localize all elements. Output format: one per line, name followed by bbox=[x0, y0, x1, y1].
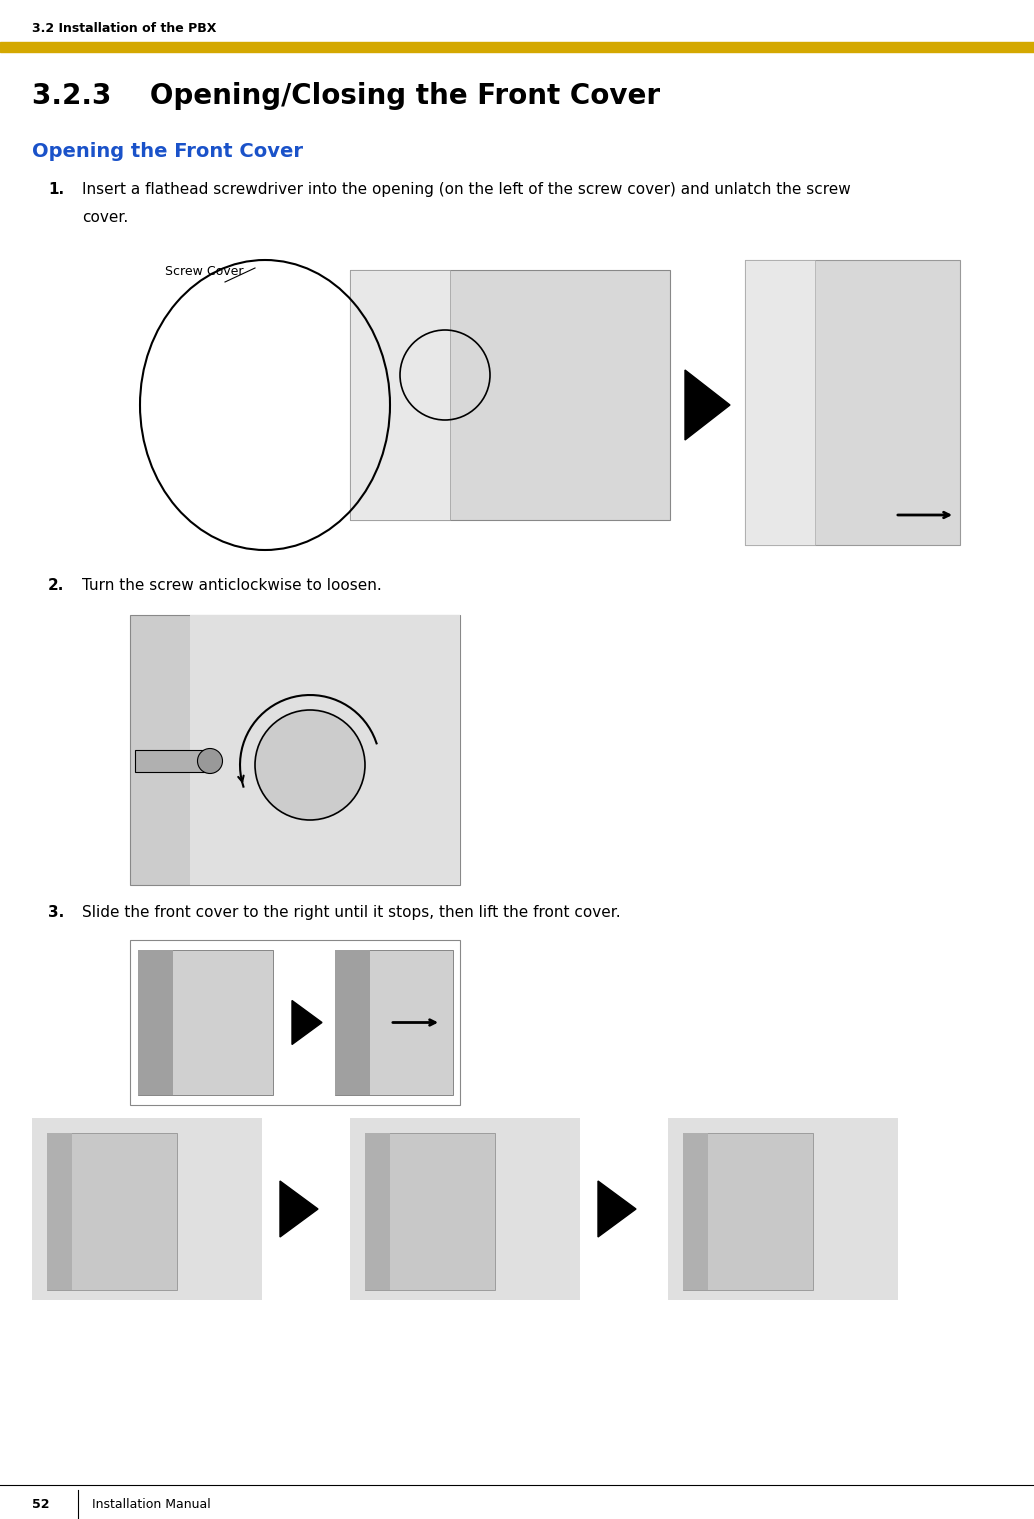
Bar bbox=[365, 1133, 495, 1290]
Text: Installation Manual: Installation Manual bbox=[92, 1499, 211, 1511]
Bar bbox=[335, 949, 453, 1095]
Ellipse shape bbox=[197, 749, 222, 773]
Bar bbox=[135, 750, 210, 772]
Text: Screw Cover: Screw Cover bbox=[165, 264, 243, 278]
Bar bbox=[0, 43, 1034, 52]
Polygon shape bbox=[292, 1001, 322, 1045]
Bar bbox=[32, 1118, 262, 1300]
Bar bbox=[668, 1118, 898, 1300]
Bar bbox=[130, 615, 460, 886]
Bar bbox=[349, 1118, 580, 1300]
Bar bbox=[130, 940, 460, 1104]
Bar bbox=[47, 1133, 72, 1290]
Text: Opening the Front Cover: Opening the Front Cover bbox=[32, 141, 303, 161]
Polygon shape bbox=[598, 1180, 636, 1236]
Bar bbox=[130, 245, 980, 554]
Text: Slide the front cover to the right until it stops, then lift the front cover.: Slide the front cover to the right until… bbox=[82, 905, 620, 921]
Text: 2.: 2. bbox=[48, 579, 64, 592]
Bar bbox=[349, 270, 450, 519]
Text: 3.2.3    Opening/Closing the Front Cover: 3.2.3 Opening/Closing the Front Cover bbox=[32, 82, 660, 109]
Bar bbox=[746, 260, 960, 545]
Text: 3.2 Installation of the PBX: 3.2 Installation of the PBX bbox=[32, 21, 216, 35]
Bar bbox=[138, 949, 173, 1095]
Bar bbox=[335, 949, 370, 1095]
Text: 3.: 3. bbox=[48, 905, 64, 921]
Bar bbox=[47, 1133, 177, 1290]
Bar bbox=[130, 615, 460, 886]
Text: cover.: cover. bbox=[82, 210, 128, 225]
Ellipse shape bbox=[255, 709, 365, 820]
Text: Insert a flathead screwdriver into the opening (on the left of the screw cover) : Insert a flathead screwdriver into the o… bbox=[82, 182, 851, 197]
Bar bbox=[683, 1133, 708, 1290]
Bar bbox=[190, 615, 460, 886]
Text: 52: 52 bbox=[32, 1499, 50, 1511]
Polygon shape bbox=[685, 371, 730, 441]
Text: Turn the screw anticlockwise to loosen.: Turn the screw anticlockwise to loosen. bbox=[82, 579, 382, 592]
Text: 1.: 1. bbox=[48, 182, 64, 197]
Bar bbox=[365, 1133, 390, 1290]
Bar bbox=[683, 1133, 813, 1290]
Polygon shape bbox=[280, 1180, 318, 1236]
Bar bbox=[349, 270, 670, 519]
Bar bbox=[746, 260, 815, 545]
Bar bbox=[138, 949, 273, 1095]
